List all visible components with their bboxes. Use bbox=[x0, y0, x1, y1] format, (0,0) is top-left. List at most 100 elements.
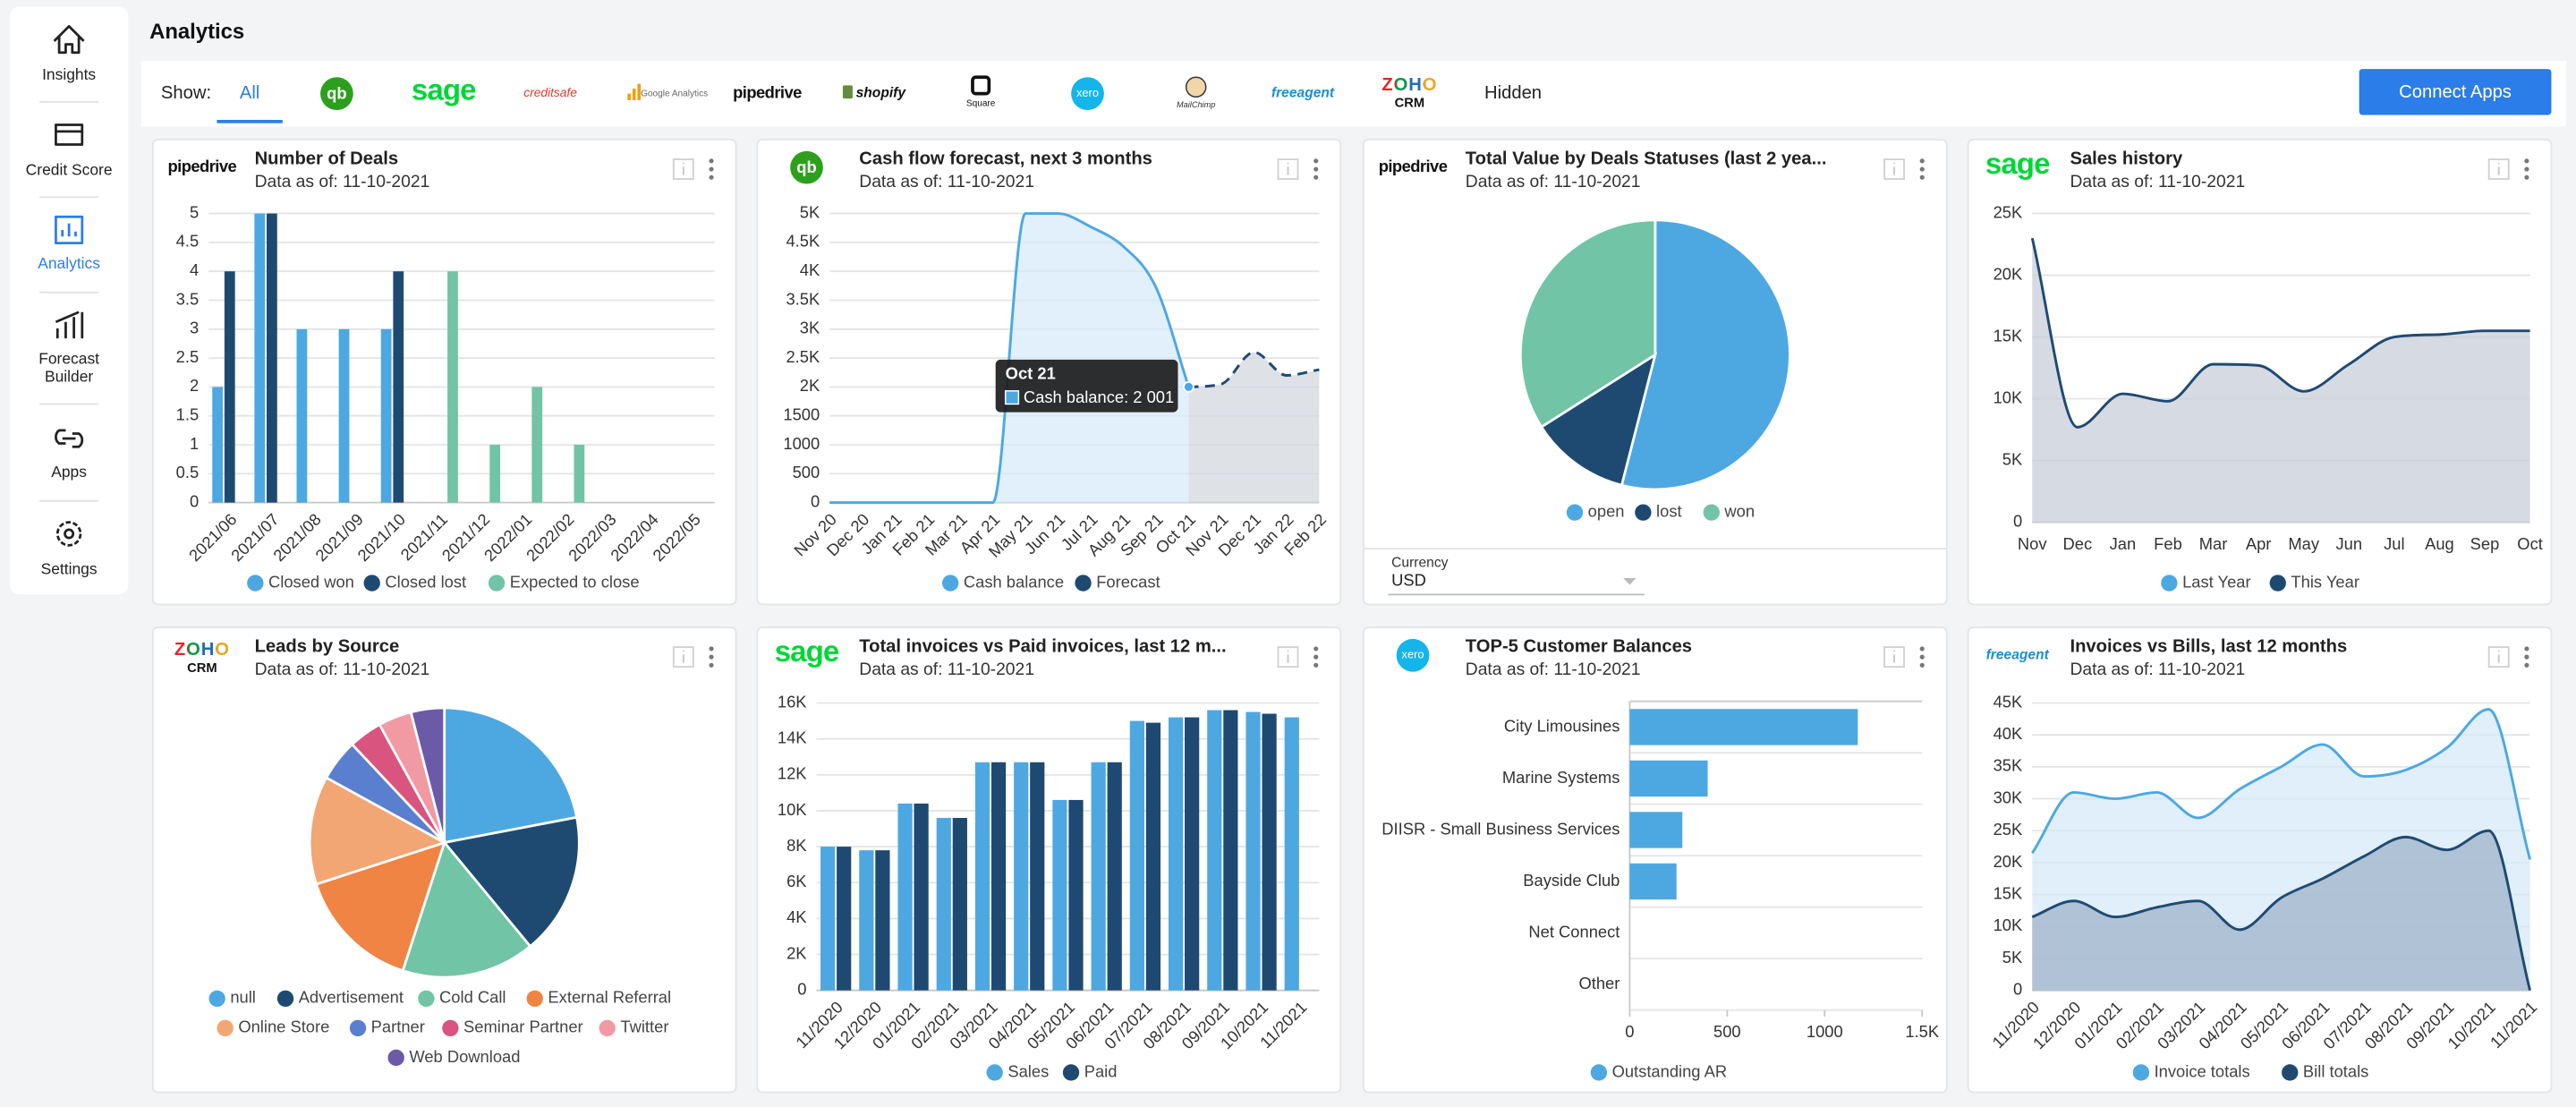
legend-label: Closed won bbox=[268, 572, 354, 591]
x-tick-label: Sep bbox=[2470, 534, 2500, 553]
filter-tab[interactable]: ZOHO CRM bbox=[1382, 75, 1437, 111]
info-button[interactable] bbox=[1277, 158, 1299, 180]
filter-tab[interactable]: creditsafe bbox=[523, 86, 577, 99]
filter-tab[interactable]: Google Analytics bbox=[627, 83, 708, 100]
legend-item[interactable]: Forecast bbox=[1075, 572, 1160, 592]
legend-item[interactable]: Bill totals bbox=[2282, 1061, 2368, 1081]
logo-mark bbox=[627, 93, 632, 100]
legend-item[interactable]: null bbox=[208, 988, 256, 1008]
legend-item[interactable]: Closed lost bbox=[363, 572, 467, 592]
nav-item[interactable]: Settings bbox=[41, 521, 98, 578]
legend-item[interactable]: Twitter bbox=[599, 1018, 669, 1037]
filter-tab[interactable]: freeagent bbox=[1271, 86, 1335, 101]
legend-item[interactable]: This Year bbox=[2269, 572, 2359, 592]
y-tick-label: Other bbox=[1578, 974, 1620, 992]
legend-label: Seminar Partner bbox=[463, 1018, 583, 1036]
legend-label: Closed lost bbox=[385, 572, 466, 591]
bar bbox=[1245, 711, 1261, 991]
info-button[interactable] bbox=[1883, 158, 1905, 180]
card-menu[interactable] bbox=[1919, 646, 1925, 668]
nav-item[interactable]: Insights bbox=[42, 24, 96, 83]
bar bbox=[212, 387, 224, 503]
legend-item[interactable]: Advertisement bbox=[276, 988, 404, 1008]
chart-card: sage Sales history Data as of: 11-10-2021 0… bbox=[1967, 139, 2553, 606]
y-tick-label: 5K bbox=[2002, 449, 2023, 468]
info-button[interactable] bbox=[2487, 646, 2510, 668]
y-tick-label: 0.5 bbox=[176, 463, 200, 481]
filter-tab[interactable]: Hidden bbox=[1484, 83, 1542, 103]
x-tick-label: Jun bbox=[2335, 534, 2362, 553]
legend-label: Outstanding AR bbox=[1612, 1061, 1728, 1080]
card-menu[interactable] bbox=[709, 646, 714, 668]
card-menu[interactable] bbox=[709, 158, 714, 180]
tooltip-title: Oct 21 bbox=[1006, 363, 1056, 382]
info-button[interactable] bbox=[2487, 158, 2510, 180]
legend-item[interactable]: Sales bbox=[986, 1061, 1049, 1081]
card-logo: qb bbox=[790, 150, 823, 184]
card-menu[interactable] bbox=[2524, 158, 2529, 180]
menu-dot bbox=[1314, 662, 1319, 668]
nav-item[interactable]: Apps bbox=[51, 429, 87, 481]
menu-dot bbox=[709, 654, 714, 660]
legend-item[interactable]: Outstanding AR bbox=[1590, 1061, 1728, 1081]
logo-mark bbox=[971, 75, 991, 96]
logo-text: ZOHO bbox=[174, 640, 230, 660]
legend-item[interactable]: Partner bbox=[349, 1018, 425, 1037]
nav-item[interactable]: Analytics bbox=[38, 215, 100, 272]
card-title: Sales history bbox=[2070, 149, 2182, 168]
filter-bar: Show: All qb sage creditsafe Google Analytics… bbox=[140, 60, 2566, 127]
y-tick-label: 16K bbox=[778, 692, 807, 711]
legend-item[interactable]: lost bbox=[1635, 501, 1682, 521]
card-menu[interactable] bbox=[2524, 646, 2529, 668]
bar bbox=[936, 817, 951, 991]
connect-apps-button[interactable]: Connect Apps bbox=[2359, 69, 2552, 115]
nav-label: Insights bbox=[42, 65, 96, 83]
legend-item[interactable]: Last Year bbox=[2161, 572, 2251, 592]
currency-select[interactable]: USD bbox=[1388, 571, 1645, 596]
filter-tab[interactable]: xero bbox=[1071, 77, 1104, 110]
menu-dot bbox=[2524, 166, 2529, 172]
legend-item[interactable]: Online Store bbox=[217, 1018, 329, 1037]
legend-item[interactable]: Seminar Partner bbox=[442, 1018, 583, 1037]
button-label: Connect Apps bbox=[2399, 82, 2512, 102]
info-button[interactable] bbox=[672, 158, 694, 180]
filter-tab[interactable]: Square bbox=[966, 75, 996, 108]
legend-swatch bbox=[276, 990, 294, 1008]
card-title: Cash flow forecast, next 3 months bbox=[859, 149, 1152, 168]
legend-swatch bbox=[526, 990, 543, 1008]
filter-tab[interactable]: sage bbox=[412, 74, 477, 107]
nav-label: Apps bbox=[51, 463, 87, 481]
x-tick-label: Nov bbox=[2018, 534, 2047, 553]
card-title: Leads by Source bbox=[255, 636, 400, 656]
info-button[interactable] bbox=[672, 646, 694, 668]
legend-item[interactable]: Expected to close bbox=[488, 572, 640, 592]
y-tick-label: DIISR - Small Business Services bbox=[1382, 819, 1620, 838]
filter-tab[interactable]: MailChimp bbox=[1177, 76, 1215, 109]
legend-item[interactable]: open bbox=[1566, 501, 1625, 521]
filter-tab[interactable]: qb bbox=[320, 77, 353, 110]
info-button[interactable] bbox=[1883, 646, 1905, 668]
bar bbox=[1030, 762, 1045, 991]
info-button[interactable] bbox=[1277, 646, 1299, 668]
card-menu[interactable] bbox=[1314, 646, 1319, 668]
legend-item[interactable]: Invoice totals bbox=[2132, 1061, 2250, 1081]
bar bbox=[1068, 799, 1084, 991]
card-menu[interactable] bbox=[1314, 158, 1319, 180]
legend-item[interactable]: Cold Call bbox=[418, 988, 506, 1008]
card-menu[interactable] bbox=[1919, 158, 1925, 180]
y-tick-label: 10K bbox=[1994, 915, 2023, 934]
filter-tab[interactable]: shopify bbox=[842, 85, 906, 101]
legend-item[interactable]: Closed won bbox=[247, 572, 354, 592]
legend-item[interactable]: Web Download bbox=[387, 1047, 521, 1067]
legend-item[interactable]: Cash balance bbox=[942, 572, 1064, 592]
line bbox=[1188, 351, 1320, 388]
filter-tab[interactable]: pipedrive bbox=[733, 82, 803, 101]
legend-item[interactable]: External Referral bbox=[526, 988, 672, 1008]
x-tick-label: Jan bbox=[2110, 534, 2137, 553]
legend-item[interactable]: won bbox=[1703, 501, 1756, 521]
bar bbox=[1207, 710, 1222, 991]
legend-item[interactable]: Paid bbox=[1062, 1061, 1118, 1081]
nav-item[interactable]: Credit Score bbox=[26, 123, 113, 178]
filter-tab[interactable]: All bbox=[217, 83, 283, 123]
